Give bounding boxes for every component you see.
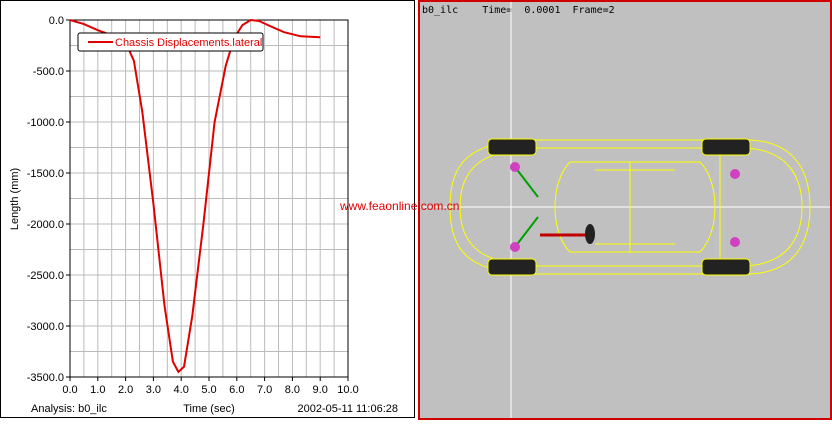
animation-viewport[interactable]: b0_ilc Time= 0.0001 Frame=2 <box>418 0 832 420</box>
x-tick-label: 8.0 <box>285 384 300 396</box>
y-tick-label: -1000.0 <box>27 117 64 129</box>
y-tick-label: -3000.0 <box>27 321 64 333</box>
y-tick-label: -3500.0 <box>27 372 64 384</box>
vehicle-model <box>420 2 830 418</box>
x-tick-label: 10.0 <box>337 384 358 396</box>
y-axis-label: Length (mm) <box>9 168 21 230</box>
timestamp: 2002-05-11 11:06:28 <box>297 403 398 415</box>
x-tick-label: 5.0 <box>201 384 216 396</box>
x-axis-label: Time (sec) <box>183 403 235 415</box>
analysis-label: Analysis: b0_ilc <box>31 403 107 415</box>
x-tick-label: 7.0 <box>257 384 272 396</box>
legend-label: Chassis Displacements.lateral <box>115 37 262 49</box>
x-tick-label: 0.0 <box>62 384 77 396</box>
y-tick-label: -1500.0 <box>27 168 64 180</box>
x-tick-label: 9.0 <box>313 384 328 396</box>
x-tick-label: 2.0 <box>118 384 133 396</box>
x-tick-label: 3.0 <box>146 384 161 396</box>
x-tick-label: 1.0 <box>90 384 105 396</box>
y-tick-label: -500.0 <box>33 66 64 78</box>
y-tick-label: 0.0 <box>49 15 64 27</box>
watermark: www.feaonline.com.cn <box>340 199 459 213</box>
x-tick-label: 6.0 <box>229 384 244 396</box>
legend: Chassis Displacements.lateral <box>78 33 263 51</box>
y-tick-label: -2000.0 <box>27 219 64 231</box>
x-tick-label: 4.0 <box>174 384 189 396</box>
y-tick-label: -2500.0 <box>27 270 64 282</box>
